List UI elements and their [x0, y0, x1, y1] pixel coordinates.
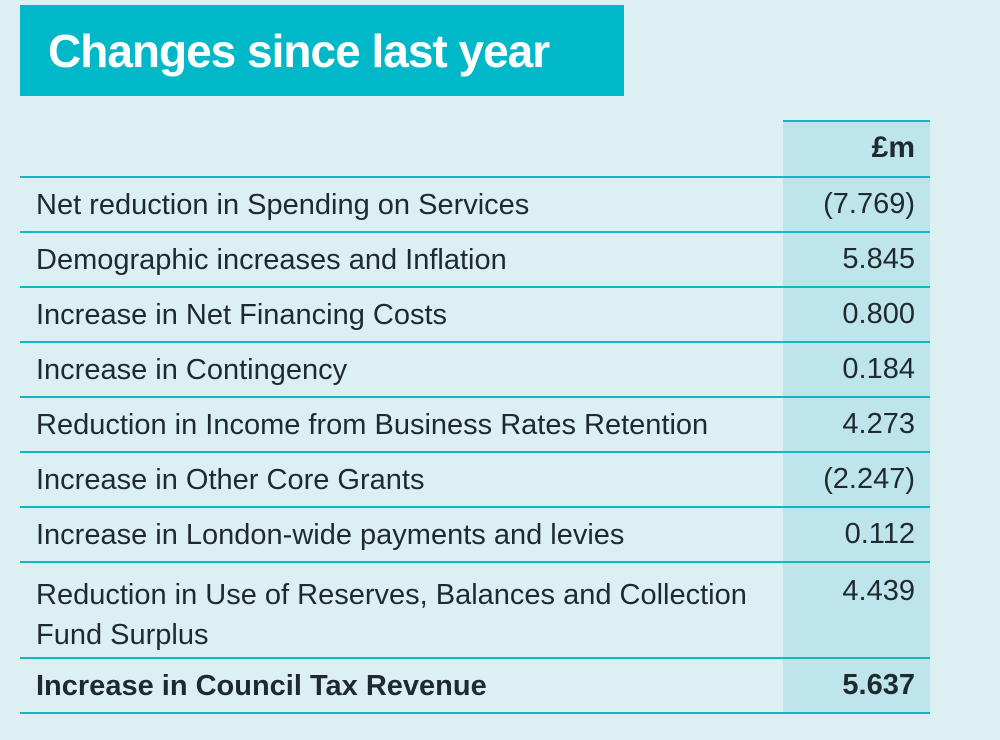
table-row: Increase in Contingency 0.184 [20, 343, 930, 398]
row-label: Net reduction in Spending on Services [36, 188, 530, 221]
row-label: Demographic increases and Inflation [36, 243, 507, 276]
table-header-row: £m [20, 120, 930, 178]
table-row: Net reduction in Spending on Services (7… [20, 178, 930, 233]
row-value: (7.769) [823, 188, 915, 220]
row-label: Increase in London-wide payments and lev… [36, 518, 625, 551]
row-label: Reduction in Use of Reserves, Balances a… [36, 579, 747, 651]
table-row: Reduction in Use of Reserves, Balances a… [20, 563, 930, 659]
row-value: (2.247) [823, 463, 915, 495]
row-value: 0.112 [844, 518, 915, 550]
total-value: 5.637 [842, 669, 915, 701]
table-row: Increase in Other Core Grants (2.247) [20, 453, 930, 508]
table-row: Increase in Net Financing Costs 0.800 [20, 288, 930, 343]
value-column-shading [783, 120, 930, 714]
title-banner: Changes since last year [20, 5, 624, 96]
changes-table: £m Net reduction in Spending on Services… [20, 120, 930, 714]
row-label: Increase in Contingency [36, 353, 348, 386]
total-row: Increase in Council Tax Revenue 5.637 [20, 659, 930, 714]
table-row: Increase in London-wide payments and lev… [20, 508, 930, 563]
table-row: Reduction in Income from Business Rates … [20, 398, 930, 453]
page-title: Changes since last year [48, 24, 550, 77]
row-value: 0.800 [842, 298, 915, 330]
row-value: 0.184 [842, 353, 915, 385]
row-label: Increase in Other Core Grants [36, 463, 425, 496]
row-label: Increase in Net Financing Costs [36, 298, 448, 331]
table-row: Demographic increases and Inflation 5.84… [20, 233, 930, 288]
row-value: 4.273 [842, 408, 915, 440]
header-top-rule [783, 120, 930, 122]
total-label: Increase in Council Tax Revenue [36, 669, 487, 702]
unit-header: £m [871, 131, 915, 164]
row-label: Reduction in Income from Business Rates … [36, 408, 709, 441]
row-value: 5.845 [842, 243, 915, 275]
row-value: 4.439 [842, 575, 915, 607]
